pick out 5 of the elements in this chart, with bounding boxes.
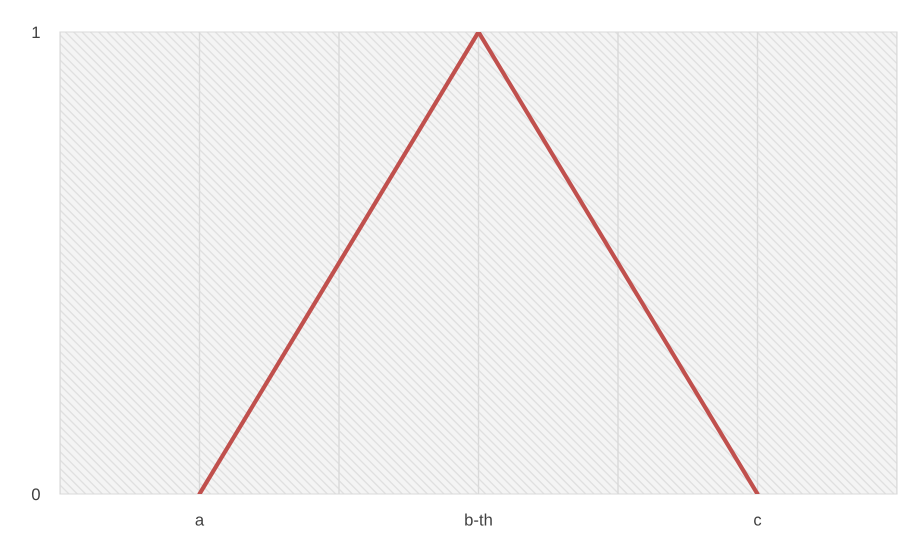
y-tick-label: 1	[32, 26, 40, 38]
x-tick-label: c	[754, 516, 762, 526]
y-tick-label: 0	[32, 488, 40, 500]
x-tick-label: b-th	[465, 513, 492, 526]
x-tick-label: a	[196, 516, 204, 526]
